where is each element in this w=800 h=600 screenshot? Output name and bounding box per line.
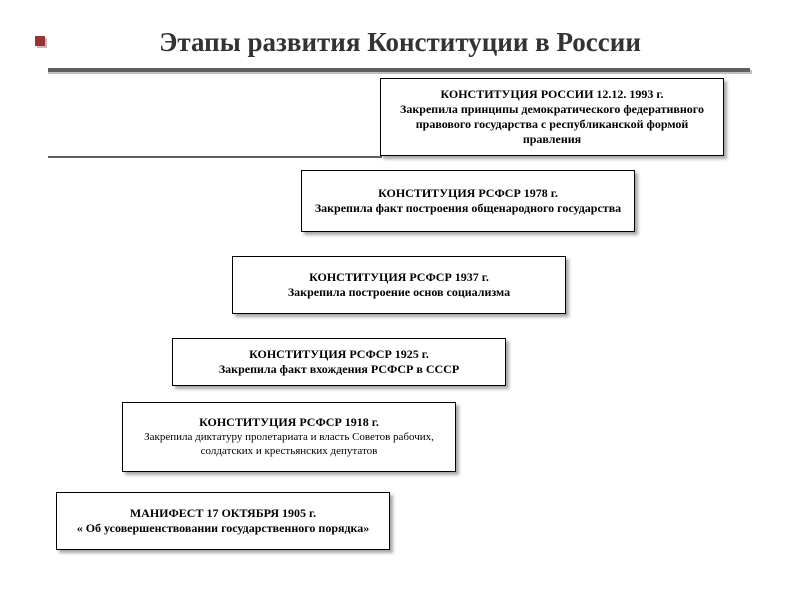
step-title: КОНСТИТУЦИЯ РСФСР 1937 г.: [243, 270, 555, 286]
step-box-4: КОНСТИТУЦИЯ РСФСР 1918 г.Закрепила дикта…: [122, 402, 456, 472]
step-box-3: КОНСТИТУЦИЯ РСФСР 1925 г.Закрепила факт …: [172, 338, 506, 386]
step-title: КОНСТИТУЦИЯ РСФСР 1978 г.: [312, 186, 624, 202]
secondary-rule: [48, 156, 382, 158]
page-title-wrap: Этапы развития Конституции в России: [50, 26, 750, 58]
step-desc: Закрепила факт вхождения РСФСР в СССР: [183, 362, 495, 377]
step-box-2: КОНСТИТУЦИЯ РСФСР 1937 г.Закрепила постр…: [232, 256, 566, 314]
title-bullet: [35, 36, 45, 46]
step-title: МАНИФЕСТ 17 ОКТЯБРЯ 1905 г.: [67, 506, 379, 522]
title-underline: [48, 68, 752, 74]
step-box-0: КОНСТИТУЦИЯ РОССИИ 12.12. 1993 г.Закрепи…: [380, 78, 724, 156]
step-desc: Закрепила факт построения общенародного …: [312, 201, 624, 216]
step-box-5: МАНИФЕСТ 17 ОКТЯБРЯ 1905 г.« Об усоверше…: [56, 492, 390, 550]
step-desc: Закрепила диктатуру пролетариата и власт…: [133, 431, 445, 459]
step-title: КОНСТИТУЦИЯ РСФСР 1918 г.: [133, 415, 445, 431]
step-desc: Закрепила принципы демократического феде…: [391, 102, 713, 147]
page-title: Этапы развития Конституции в России: [50, 26, 750, 58]
step-box-1: КОНСТИТУЦИЯ РСФСР 1978 г.Закрепила факт …: [301, 170, 635, 232]
step-title: КОНСТИТУЦИЯ РСФСР 1925 г.: [183, 347, 495, 363]
step-desc: Закрепила построение основ социализма: [243, 285, 555, 300]
step-desc: « Об усовершенствовании государственного…: [67, 521, 379, 536]
step-title: КОНСТИТУЦИЯ РОССИИ 12.12. 1993 г.: [391, 87, 713, 103]
